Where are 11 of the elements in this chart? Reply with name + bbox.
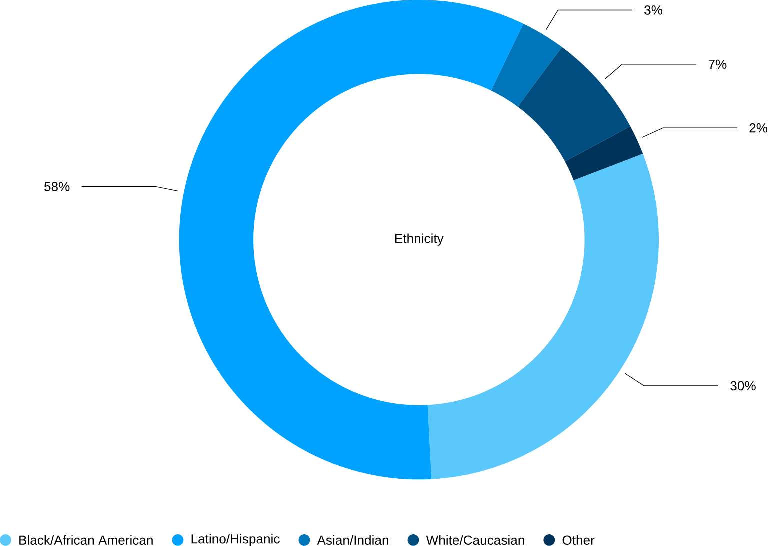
data-label: 7% [708, 60, 727, 69]
legend-label: White/Caucasian [426, 535, 524, 545]
data-label: 30% [730, 381, 756, 390]
data-label: 58% [44, 182, 70, 192]
data-label: 2% [750, 123, 768, 133]
legend-label: Other [562, 535, 595, 545]
data-label: 3% [644, 5, 663, 15]
text: Ethnicity [396, 234, 444, 246]
legend-label: Latino/Hispanic [192, 534, 280, 546]
legend-label: Asian/Indian [317, 535, 388, 545]
legend-label: Black/African American [20, 535, 153, 545]
